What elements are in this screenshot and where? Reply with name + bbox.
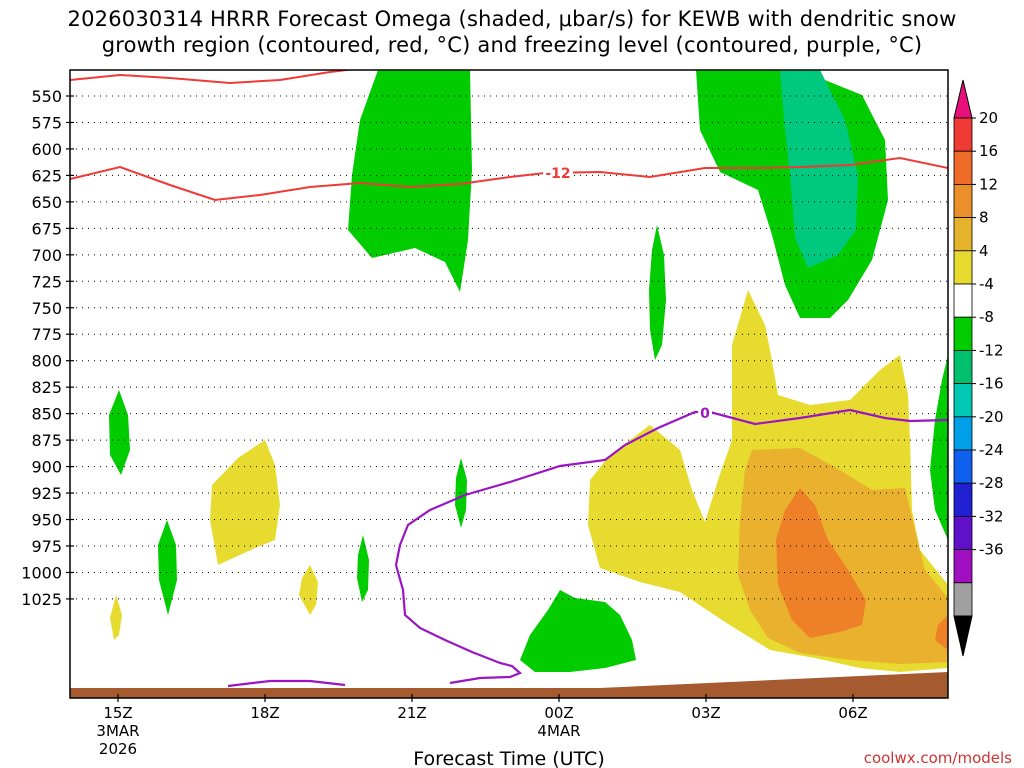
x-tick-label: 15Z	[103, 704, 132, 722]
grid-lines	[70, 95, 948, 600]
x-tick-year: 2026	[99, 740, 137, 758]
terrain	[70, 672, 948, 698]
colorbar: 20 16 12 8 4 -4 -8 -12 -16 -20 -24 -28 -32 -36	[953, 79, 1004, 657]
colorbar-segment	[953, 316, 973, 351]
x-tick-label: 00Z	[544, 704, 573, 722]
colorbar-label: -16	[979, 375, 1004, 393]
colorbar-label: 16	[979, 142, 998, 160]
colorbar-label: -4	[979, 275, 994, 293]
omega-ascent-region	[158, 520, 177, 615]
x-tick-label: 18Z	[250, 704, 279, 722]
y-tick-label: 625	[31, 166, 62, 185]
omega-ascent-region	[357, 535, 369, 602]
freezing-contour-label: 0	[700, 406, 710, 422]
dendritic-lower-contour	[70, 156, 948, 202]
y-tick-label: 900	[31, 458, 62, 477]
y-tick-label: 950	[31, 511, 62, 530]
colorbar-label: -36	[979, 541, 1004, 559]
dendritic-contour-label: -12	[545, 166, 570, 182]
colorbar-label: -32	[979, 507, 1004, 525]
colorbar-label: -12	[979, 341, 1004, 359]
colorbar-segment	[953, 117, 973, 152]
colorbar-segment	[953, 416, 973, 451]
colorbar-segment	[953, 250, 973, 285]
y-tick-label: 550	[31, 87, 62, 106]
colorbar-label: -20	[979, 408, 1004, 426]
y-tick-label: 650	[31, 193, 62, 212]
y-tick-label: 1000	[21, 563, 62, 582]
colorbar-segment	[953, 217, 973, 252]
omega-descent-region	[110, 595, 122, 640]
y-tick-label: 775	[31, 325, 62, 344]
colorbar-label: 12	[979, 175, 998, 193]
x-tick-date: 3MAR	[96, 722, 139, 740]
colorbar-label: -28	[979, 474, 1004, 492]
omega-ascent-region	[930, 355, 948, 540]
y-tick-label: 700	[31, 246, 62, 265]
colorbar-segment	[953, 150, 973, 185]
y-tick-label: 1025	[21, 590, 62, 609]
y-tick-label: 750	[31, 299, 62, 318]
plot-frame	[69, 69, 949, 699]
colorbar-segment	[953, 383, 973, 418]
y-tick-label: 850	[31, 405, 62, 424]
colorbar-label: -8	[979, 308, 994, 326]
omega-shading	[109, 70, 948, 672]
colorbar-segment	[953, 349, 973, 384]
x-tick-label: 03Z	[691, 704, 720, 722]
omega-strong-descent-region	[935, 615, 948, 650]
omega-ascent-region	[520, 590, 636, 672]
credit-text: coolwx.com/models	[864, 749, 1012, 767]
colorbar-label: 4	[979, 242, 989, 260]
x-tick-date: 4MAR	[537, 722, 580, 740]
omega-strong-descent-region	[776, 488, 866, 638]
colorbar-bottom-arrow	[953, 615, 973, 657]
colorbar-label: -24	[979, 441, 1004, 459]
colorbar-label: 20	[979, 109, 998, 127]
freezing-level-contour	[227, 679, 346, 688]
y-tick-label: 800	[31, 352, 62, 371]
x-tick-label: 21Z	[397, 704, 426, 722]
y-tick-label: 875	[31, 431, 62, 450]
y-tick-label: 600	[31, 140, 62, 159]
y-axis: 550 575 600 625 650 675 700 725 750 775 800 825 850 8…	[21, 87, 74, 609]
colorbar-segment	[953, 449, 973, 484]
x-axis-label: Forecast Time (UTC)	[413, 748, 604, 768]
colorbar-label: 8	[979, 209, 989, 227]
dendritic-upper-contour	[70, 70, 356, 85]
x-tick-label: 06Z	[838, 704, 867, 722]
omega-moderate-descent-region	[738, 448, 948, 664]
colorbar-segment	[953, 549, 973, 584]
y-tick-label: 675	[31, 219, 62, 238]
y-tick-label: 575	[31, 113, 62, 132]
colorbar-top-arrow	[953, 79, 973, 119]
y-tick-label: 725	[31, 272, 62, 291]
omega-ascent-region	[649, 225, 666, 360]
y-tick-label: 825	[31, 378, 62, 397]
omega-descent-region	[210, 440, 280, 565]
omega-ascent-region	[348, 70, 472, 292]
freezing-level-contour	[394, 408, 948, 685]
y-tick-label: 975	[31, 537, 62, 556]
y-tick-label: 925	[31, 484, 62, 503]
colorbar-segment	[953, 516, 973, 551]
chart-title: 2026030314 HRRR Forecast Omega (shaded, …	[0, 6, 1024, 58]
omega-strong-ascent-region	[780, 70, 858, 268]
omega-descent-region	[299, 565, 318, 615]
colorbar-segment	[953, 183, 973, 218]
colorbar-segment	[953, 482, 973, 517]
title-line-1: 2026030314 HRRR Forecast Omega (shaded, …	[67, 7, 957, 31]
colorbar-segment	[953, 283, 973, 318]
colorbar-segment	[953, 582, 973, 617]
title-line-2: growth region (contoured, red, °C) and f…	[101, 33, 923, 57]
omega-ascent-region	[109, 390, 130, 475]
